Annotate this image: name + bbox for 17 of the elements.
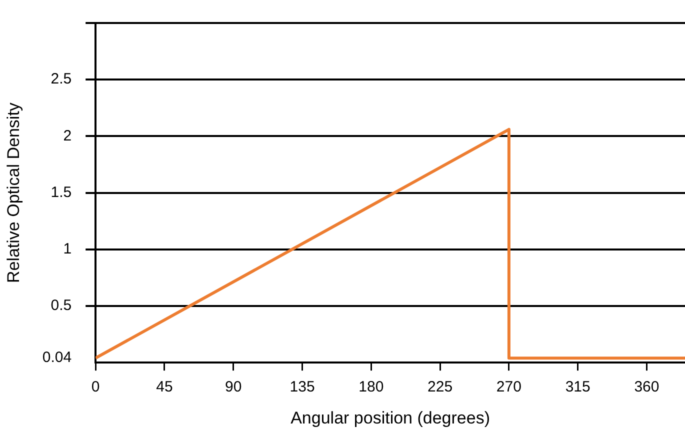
y-tick-label: 0.04 (42, 349, 72, 366)
x-tick-label: 360 (634, 378, 660, 396)
y-tick-label: 1.5 (50, 184, 72, 201)
x-tick-label: 0 (91, 378, 100, 396)
x-tick-label: 225 (428, 378, 453, 396)
y-tick-label: 0.5 (50, 297, 72, 314)
y-axis-title: Relative Optical Density (4, 102, 23, 284)
x-tick-label: 45 (156, 378, 173, 396)
x-axis-title: Angular position (degrees) (290, 408, 490, 428)
y-tick-label: 2.5 (50, 70, 72, 88)
x-tick-label: 90 (225, 378, 242, 396)
x-tick-label: 180 (358, 378, 384, 396)
y-tick-label: 1 (63, 240, 72, 258)
x-tick-label: 270 (496, 378, 522, 396)
x-tick-label: 315 (565, 378, 590, 396)
y-tick-label: 2 (63, 127, 72, 144)
x-tick-label: 135 (290, 378, 315, 396)
